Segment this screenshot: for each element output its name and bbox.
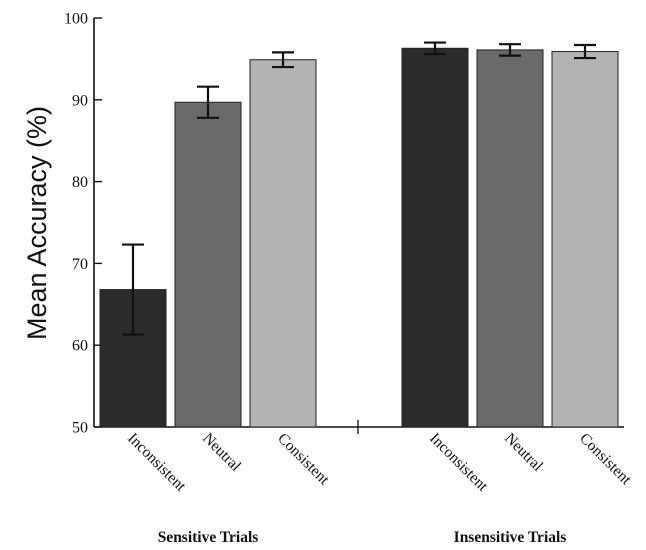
group-label: Insensitive Trials — [454, 529, 567, 546]
group-label: Sensitive Trials — [158, 529, 259, 546]
y-axis-title: Mean Accuracy (%) — [22, 106, 52, 340]
y-tick-label: 60 — [72, 338, 88, 355]
y-tick-label: 100 — [64, 11, 88, 28]
y-tick-label: 70 — [72, 256, 88, 273]
bar — [249, 59, 317, 428]
x-tick-label: Neutral — [199, 430, 244, 475]
x-tick-label: Consistent — [274, 430, 333, 489]
bar — [476, 49, 544, 428]
y-tick-label: 80 — [72, 174, 88, 191]
y-tick-label: 50 — [72, 420, 88, 437]
x-tick-label: Consistent — [576, 430, 635, 489]
axes — [93, 17, 624, 434]
x-tick-label: Neutral — [501, 430, 546, 475]
bar — [401, 47, 469, 428]
x-tick-label: Inconsistent — [426, 430, 491, 495]
bars — [99, 41, 619, 428]
y-tick-label: 90 — [72, 92, 88, 109]
bar — [551, 51, 619, 428]
bar — [174, 101, 242, 428]
x-tick-label: Inconsistent — [124, 430, 189, 495]
